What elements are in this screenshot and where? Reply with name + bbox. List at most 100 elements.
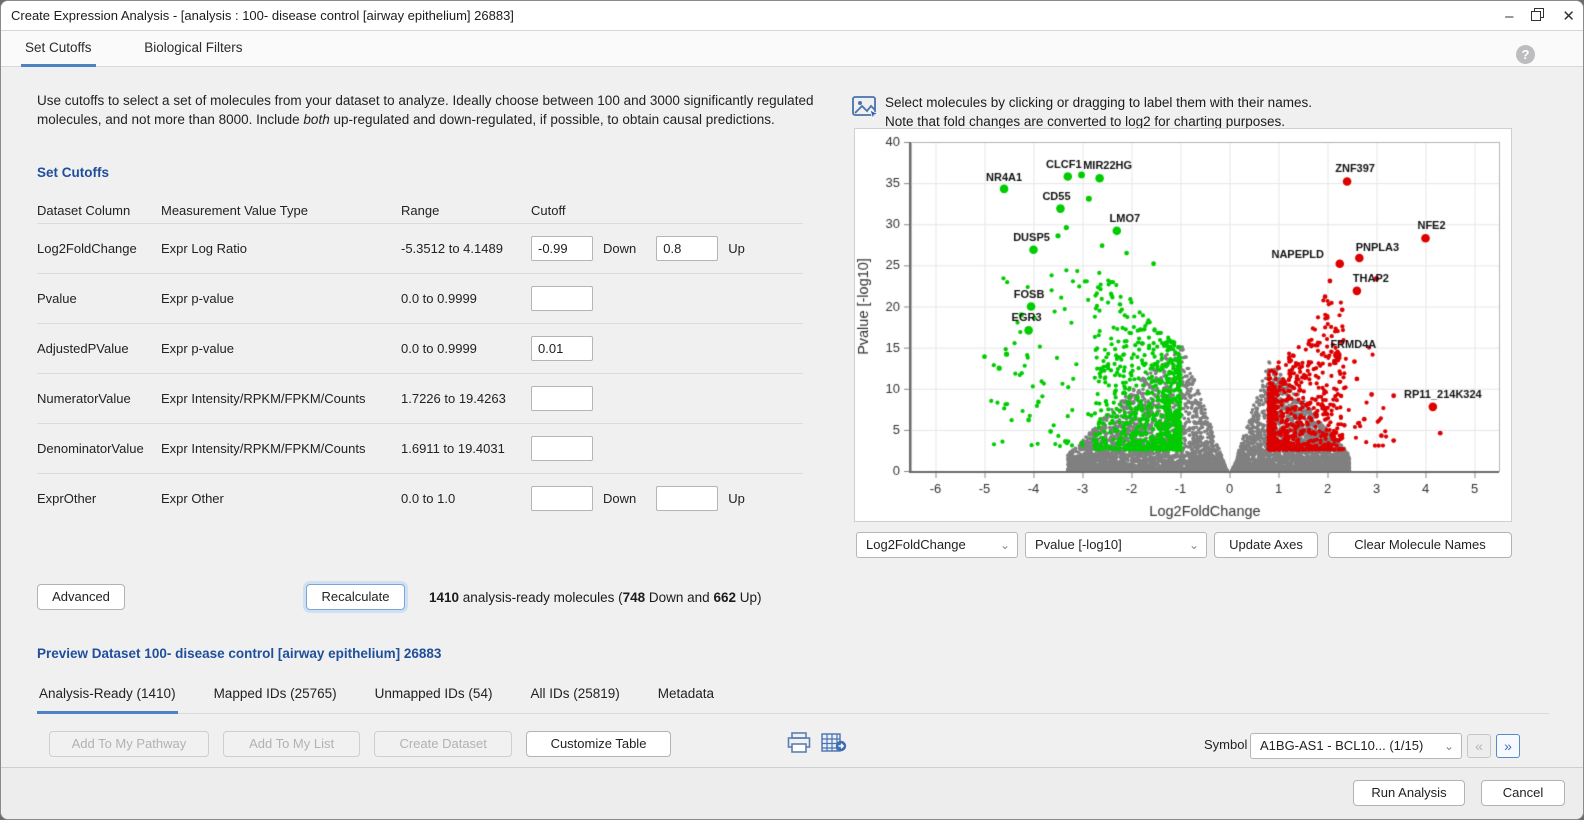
cutoff-input-numeratorvalue[interactable] xyxy=(531,386,593,411)
cutoff-input-denominatorvalue[interactable] xyxy=(531,436,593,461)
preview-tab-mapped-ids-25765-[interactable]: Mapped IDs (25765) xyxy=(213,686,337,701)
cutoffs-table: Dataset Column Measurement Value Type Rang… xyxy=(37,197,803,523)
help-icon[interactable]: ? xyxy=(1516,45,1535,64)
measurement-value-type: Expr Other xyxy=(161,491,224,506)
cutoff-label-up: Up xyxy=(728,241,745,256)
preview-tab-unmapped-ids-54-[interactable]: Unmapped IDs (54) xyxy=(374,686,493,701)
measurement-value-type: Expr p-value xyxy=(161,291,234,306)
cutoff-cell: Down Up xyxy=(531,486,803,511)
summary-part: 1410 xyxy=(429,590,460,605)
update-axes-button[interactable]: Update Axes xyxy=(1214,532,1318,558)
dataset-column-name: NumeratorValue xyxy=(37,391,131,406)
dataset-column-name: Log2FoldChange xyxy=(37,241,137,256)
chart-instructions: Select molecules by clicking or dragging… xyxy=(885,93,1535,131)
tab-set-cutoffs[interactable]: Set Cutoffs xyxy=(21,31,96,67)
cutoff-row-pvalue: Pvalue Expr p-value 0.0 to 0.9999 xyxy=(37,273,803,323)
symbol-label: Symbol xyxy=(1204,737,1248,752)
x-axis-select[interactable]: Log2FoldChange ⌄ xyxy=(856,532,1018,558)
customize-table-button[interactable]: Customize Table xyxy=(526,731,671,757)
measurement-value-type: Expr Intensity/RPKM/FPKM/Counts xyxy=(161,441,366,456)
cutoff-input-pvalue[interactable] xyxy=(531,286,593,311)
preview-tab-metadata[interactable]: Metadata xyxy=(657,686,715,701)
column-header: Range xyxy=(401,202,440,218)
minimize-icon[interactable]: – xyxy=(1505,7,1514,25)
preview-dataset-heading: Preview Dataset 100- disease control [ai… xyxy=(37,646,442,661)
cutoff-row-log2foldchange: Log2FoldChange Expr Log Ratio -5.3512 to 4… xyxy=(37,223,803,273)
cutoff-row-exprother: ExprOther Expr Other 0.0 to 1.0 Down Up xyxy=(37,473,803,523)
chevron-down-icon: ⌄ xyxy=(999,538,1010,552)
intro-text: Use cutoffs to select a set of molecules… xyxy=(37,91,815,129)
range-value: 1.7226 to 19.4263 xyxy=(401,391,506,406)
cutoff-input-log2foldchange-down[interactable] xyxy=(531,236,593,261)
cutoff-cell xyxy=(531,286,803,311)
symbol-select[interactable]: A1BG-AS1 - BCL10... (1/15) ⌄ xyxy=(1250,733,1462,759)
cutoff-cell xyxy=(531,336,803,361)
create-dataset-button: Create Dataset xyxy=(374,731,512,757)
range-value: 1.6911 to 19.4031 xyxy=(401,441,505,456)
measurement-value-type: Expr Intensity/RPKM/FPKM/Counts xyxy=(161,391,366,406)
cutoff-label-up: Up xyxy=(728,491,745,506)
column-header: Cutoff xyxy=(531,202,566,218)
cutoff-cell xyxy=(531,436,803,461)
intro-text-part: Use cutoffs to select a set of molecules… xyxy=(37,93,814,127)
volcano-plot-canvas[interactable] xyxy=(855,129,1511,521)
clear-molecule-names-button[interactable]: Clear Molecule Names xyxy=(1328,532,1512,558)
chevron-down-icon: ⌄ xyxy=(1188,538,1199,552)
summary-part: 662 xyxy=(713,590,736,605)
range-value: -5.3512 to 4.1489 xyxy=(401,241,503,256)
range-value: 0.0 to 1.0 xyxy=(401,491,456,506)
summary-part: Down and xyxy=(645,590,714,605)
set-cutoffs-heading: Set Cutoffs xyxy=(37,165,109,180)
print-icon[interactable] xyxy=(787,732,811,759)
cutoff-input-exprother-down[interactable] xyxy=(531,486,593,511)
chart-instruction-line2: Note that fold changes are converted to … xyxy=(885,114,1285,129)
add-to-my-pathway-button: Add To My Pathway xyxy=(49,731,209,757)
dataset-column-name: AdjustedPValue xyxy=(37,341,129,356)
recalculate-button[interactable]: Recalculate xyxy=(306,584,405,610)
pager-prev-button[interactable]: « xyxy=(1467,734,1491,758)
add-to-my-list-button: Add To My List xyxy=(222,731,361,757)
summary-part: Up) xyxy=(735,590,762,605)
cutoff-input-adjustedpvalue[interactable] xyxy=(531,336,593,361)
volcano-plot-card xyxy=(854,128,1512,522)
intro-text-part: both xyxy=(303,112,330,127)
pager-next-button[interactable]: » xyxy=(1496,734,1520,758)
chart-select-icon xyxy=(852,95,880,126)
cutoff-label-down: Down xyxy=(603,241,637,256)
footer-bar: Run Analysis Cancel xyxy=(1,767,1583,819)
advanced-button[interactable]: Advanced xyxy=(37,584,125,610)
export-table-icon[interactable] xyxy=(821,732,847,759)
summary-part: 748 xyxy=(622,590,646,605)
dataset-column-name: DenominatorValue xyxy=(37,441,144,456)
measurement-value-type: Expr p-value xyxy=(161,341,234,356)
cutoff-row-denominatorvalue: DenominatorValue Expr Intensity/RPKM/FPKM… xyxy=(37,423,803,473)
close-icon[interactable]: ✕ xyxy=(1562,7,1575,25)
chart-instruction-line1: Select molecules by clicking or dragging… xyxy=(885,95,1312,110)
preview-tab-bar: Analysis-Ready (1410) Mapped IDs (25765) U… xyxy=(37,679,1549,714)
cancel-button[interactable]: Cancel xyxy=(1481,780,1565,806)
tab-biological-filters[interactable]: Biological Filters xyxy=(144,40,243,55)
cutoff-label-down: Down xyxy=(603,491,637,506)
restore-icon[interactable] xyxy=(1531,8,1545,24)
dataset-column-name: Pvalue xyxy=(37,291,77,306)
dataset-column-name: ExprOther xyxy=(37,491,97,506)
cutoff-input-exprother-up[interactable] xyxy=(656,486,719,511)
column-header: Measurement Value Type xyxy=(161,202,308,218)
title-bar: Create Expression Analysis - [analysis :… xyxy=(1,1,1583,31)
run-analysis-button[interactable]: Run Analysis xyxy=(1353,780,1465,806)
range-value: 0.0 to 0.9999 xyxy=(401,291,477,306)
summary-part: analysis-ready molecules ( xyxy=(459,590,623,605)
cutoff-input-log2foldchange-up[interactable] xyxy=(656,236,719,261)
cutoff-cell: Down Up xyxy=(531,236,803,261)
preview-tab-analysis-ready-1410-[interactable]: Analysis-Ready (1410) xyxy=(37,679,178,714)
cutoff-row-adjustedpvalue: AdjustedPValue Expr p-value 0.0 to 0.9999 xyxy=(37,323,803,373)
range-value: 0.0 to 0.9999 xyxy=(401,341,477,356)
molecule-count-summary: 1410 analysis-ready molecules (748 Down … xyxy=(429,590,761,605)
cutoffs-header-row: Dataset Column Measurement Value Type Rang… xyxy=(37,197,803,223)
column-header: Dataset Column xyxy=(37,202,131,218)
measurement-value-type: Expr Log Ratio xyxy=(161,241,247,256)
preview-tab-all-ids-25819-[interactable]: All IDs (25819) xyxy=(530,686,620,701)
y-axis-select[interactable]: Pvalue [-log10] ⌄ xyxy=(1025,532,1207,558)
cutoff-row-numeratorvalue: NumeratorValue Expr Intensity/RPKM/FPKM/C… xyxy=(37,373,803,423)
